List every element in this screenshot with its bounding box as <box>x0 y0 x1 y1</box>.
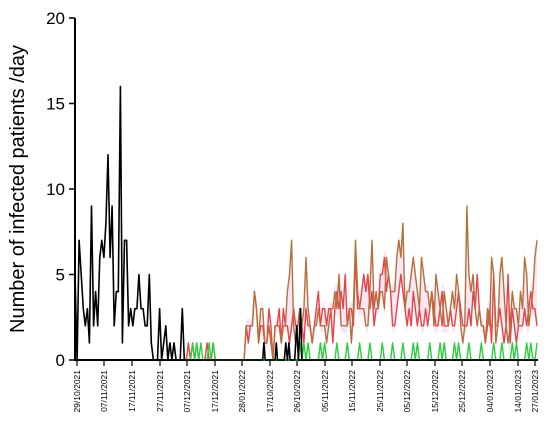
x-tick-label: 14/01/2023 <box>513 370 523 413</box>
series-brown-line <box>243 205 538 361</box>
series-lines <box>74 85 538 361</box>
series-green-line <box>186 342 538 361</box>
x-tick-label: 04/01/2023 <box>485 370 495 413</box>
y-tick-label: 15 <box>46 95 65 114</box>
x-tick-label: 17/11/2021 <box>127 370 137 412</box>
x-tick-label: 29/10/2021 <box>72 370 82 413</box>
x-tick-label: 25/11/2022 <box>375 370 385 412</box>
x-tick-label: 15/12/2022 <box>430 370 440 413</box>
x-tick-label: 26/10/2022 <box>292 370 302 413</box>
x-tick-label: 25/12/2022 <box>457 370 467 413</box>
x-tick-label: 28/01/2022 <box>237 370 247 413</box>
y-axis-title: Number of infected patients /day <box>7 45 29 333</box>
x-tick-label: 15/11/2022 <box>347 370 357 412</box>
x-tick-label: 17/10/2022 <box>265 370 275 413</box>
x-tick-label: 05/12/2022 <box>402 370 412 413</box>
series-black-line <box>74 85 537 361</box>
y-tick-label: 0 <box>56 351 65 370</box>
x-ticks: 29/10/2021 07/11/2021 17/11/2021 27/11/2021… <box>72 360 540 413</box>
x-tick-label: 27/01/2023 <box>530 370 540 413</box>
x-tick-label: 05/11/2022 <box>320 370 330 412</box>
x-tick-label: 17/12/2021 <box>210 370 220 413</box>
y-tick-label: 20 <box>46 9 65 28</box>
y-tick-label: 5 <box>56 266 65 285</box>
x-tick-label: 07/11/2021 <box>99 370 109 412</box>
x-tick-label: 27/11/2021 <box>155 370 165 412</box>
x-tick-label: 07/12/2021 <box>182 370 192 413</box>
y-ticks: 0 5 10 15 20 <box>46 9 75 370</box>
y-tick-label: 10 <box>46 180 65 199</box>
